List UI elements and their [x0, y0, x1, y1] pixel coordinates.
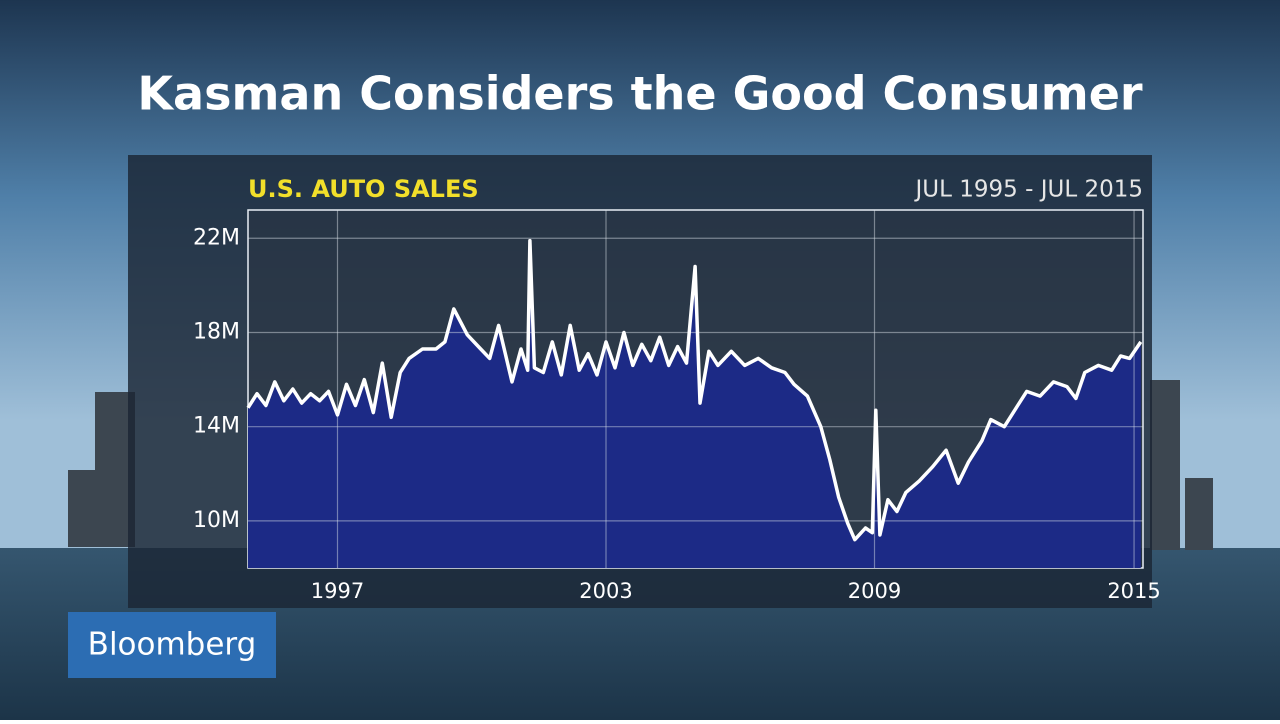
- x-tick-label: 1997: [311, 579, 364, 603]
- x-tick-label: 2003: [579, 579, 632, 603]
- y-tick-label: 18M: [193, 319, 240, 344]
- x-tick-label: 2015: [1107, 579, 1160, 603]
- chart-subtitle: JUL 1995 - JUL 2015: [914, 177, 1143, 203]
- line: [246, 238, 1143, 542]
- brand-box: [68, 612, 276, 678]
- chart-title: U.S. AUTO SALES: [248, 175, 479, 203]
- y-tick-label: 22M: [193, 225, 240, 250]
- area: [248, 240, 1141, 568]
- brand: Bloomberg: [88, 627, 257, 663]
- y-tick-label: 14M: [193, 414, 240, 439]
- x-tick-label: 2009: [848, 579, 901, 603]
- page-title: Kasman Considers the Good Consumer: [137, 67, 1142, 121]
- y-tick-label: 10M: [193, 508, 240, 533]
